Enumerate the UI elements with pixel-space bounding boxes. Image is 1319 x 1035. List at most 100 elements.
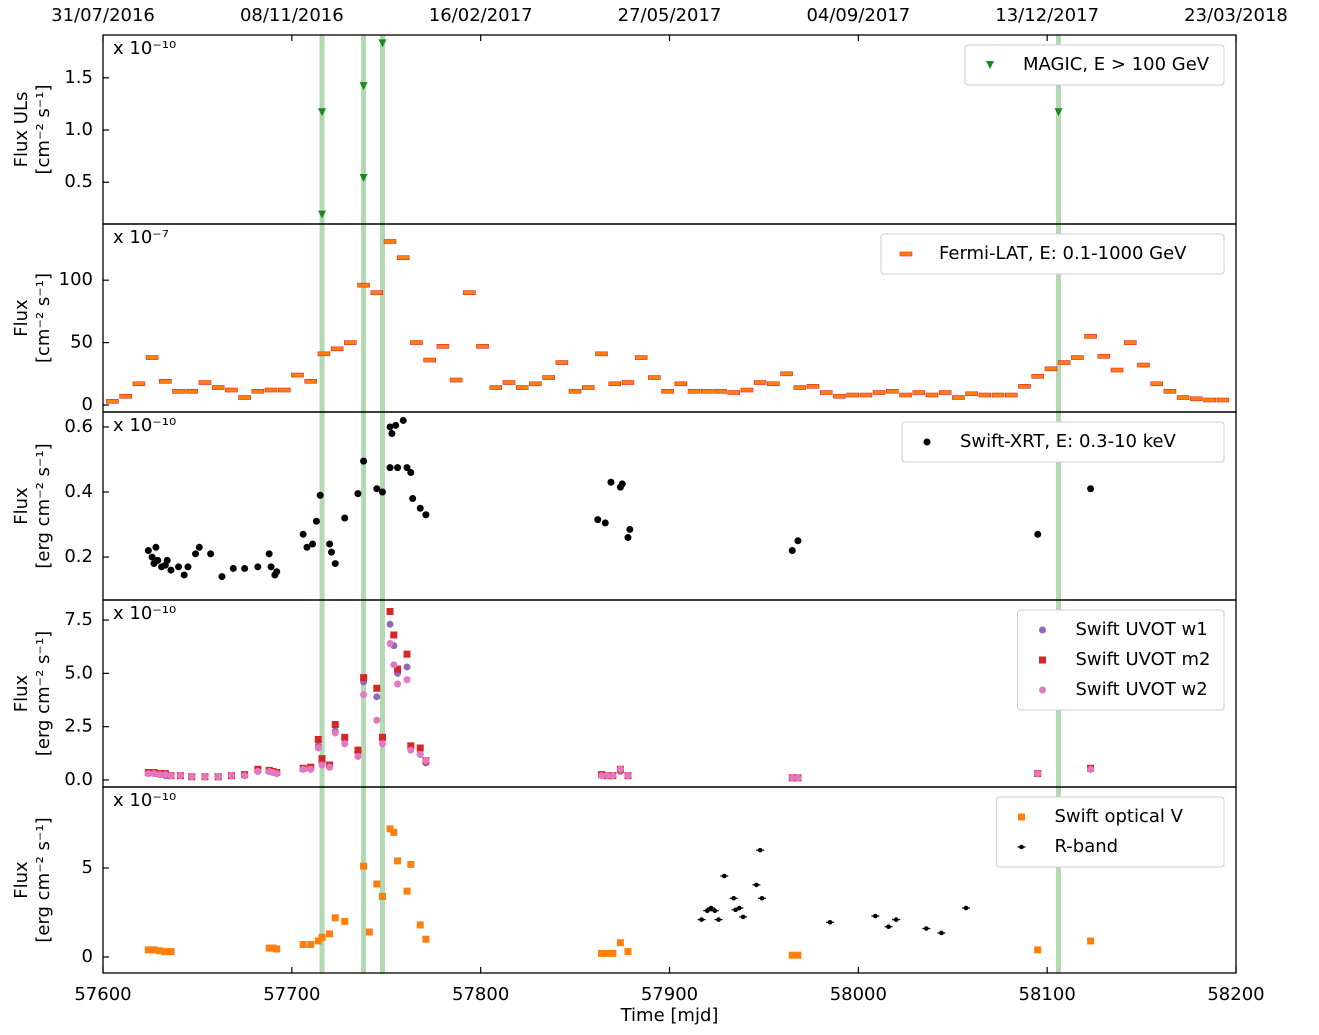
data-point xyxy=(167,566,175,574)
legend-marker xyxy=(923,438,931,446)
data-point xyxy=(833,393,846,399)
data-point xyxy=(341,514,349,522)
data-point xyxy=(616,939,624,947)
data-point xyxy=(407,746,415,754)
data-point xyxy=(161,771,169,779)
data-point xyxy=(938,390,952,395)
data-point xyxy=(309,540,317,548)
data-point xyxy=(794,537,802,545)
data-point xyxy=(314,735,322,743)
data-point xyxy=(735,905,744,911)
y-tick-label: 100 xyxy=(59,269,93,290)
data-point xyxy=(515,385,529,390)
data-point xyxy=(463,290,476,295)
data-point xyxy=(1150,381,1163,387)
data-point xyxy=(756,847,765,853)
data-point xyxy=(394,857,402,865)
data-point xyxy=(198,380,212,385)
data-point xyxy=(341,917,349,925)
y-tick-label: 5 xyxy=(82,857,93,878)
legend-label: Swift-XRT, E: 0.3-10 keV xyxy=(960,431,1177,452)
y-tick-label: 2.5 xyxy=(64,716,93,737)
data-point xyxy=(167,948,175,956)
data-point xyxy=(422,935,430,943)
data-point xyxy=(648,375,661,380)
observation-band xyxy=(361,35,367,973)
data-point xyxy=(794,951,802,959)
legend-label: Fermi-LAT, E: 0.1-1000 GeV xyxy=(939,243,1187,264)
legend-box xyxy=(1017,609,1225,711)
data-point xyxy=(1084,334,1097,339)
data-point xyxy=(826,919,835,925)
y-tick-label: 5.0 xyxy=(64,662,93,683)
data-point xyxy=(603,949,611,957)
data-point xyxy=(365,928,373,936)
legend-box xyxy=(996,796,1225,868)
data-point xyxy=(388,429,396,437)
marker-dot xyxy=(939,930,944,936)
x-tick-label: 57900 xyxy=(641,984,698,1005)
data-point xyxy=(316,491,324,499)
data-point xyxy=(753,380,767,385)
data-point xyxy=(1034,946,1042,954)
data-point xyxy=(407,860,415,868)
data-point xyxy=(327,548,335,556)
legend-marker xyxy=(899,251,913,257)
data-point xyxy=(225,387,238,393)
marker-dot xyxy=(963,905,969,911)
data-point xyxy=(416,744,424,752)
legend-marker xyxy=(1039,656,1046,664)
data-point xyxy=(710,908,719,914)
marker-dot xyxy=(699,917,704,922)
data-point xyxy=(624,948,632,956)
panel-frame xyxy=(102,786,1237,974)
data-point xyxy=(241,772,249,780)
data-point xyxy=(188,773,196,781)
data-point xyxy=(318,108,327,117)
data-point xyxy=(601,519,609,527)
y-tick-label: 0 xyxy=(82,394,93,415)
data-point xyxy=(318,933,326,941)
data-point xyxy=(568,388,582,394)
data-point xyxy=(106,398,119,404)
data-point xyxy=(265,944,273,952)
data-point xyxy=(416,921,424,929)
data-point xyxy=(727,390,741,395)
data-point xyxy=(251,388,265,394)
y-axis-label: [cm⁻² s⁻¹] xyxy=(33,273,54,363)
data-point xyxy=(409,495,417,503)
data-point xyxy=(211,385,225,390)
data-point xyxy=(1190,396,1203,402)
legend-marker xyxy=(1017,844,1026,850)
data-point xyxy=(884,924,893,930)
data-point xyxy=(392,421,400,429)
data-point xyxy=(1110,367,1124,373)
data-point xyxy=(312,517,320,525)
data-point xyxy=(307,765,315,773)
data-point xyxy=(674,381,688,387)
data-point xyxy=(132,381,146,387)
data-point xyxy=(273,568,281,576)
data-point xyxy=(703,908,712,914)
data-point xyxy=(965,391,978,397)
data-point xyxy=(331,721,339,729)
data-point xyxy=(314,744,322,752)
data-point xyxy=(899,392,912,398)
data-point xyxy=(603,772,611,780)
data-point xyxy=(277,387,291,393)
x-axis-label: Time [mjd] xyxy=(620,1005,719,1026)
data-point xyxy=(386,639,394,647)
top-x-tick-label: 04/09/2017 xyxy=(806,5,910,26)
y-tick-label: 0.4 xyxy=(64,481,93,502)
marker-dot xyxy=(1019,844,1024,850)
data-point xyxy=(925,392,939,398)
data-point xyxy=(386,608,394,616)
data-point xyxy=(872,390,886,395)
data-point xyxy=(1044,366,1058,372)
data-point xyxy=(144,770,152,778)
data-point xyxy=(1054,108,1063,117)
data-point xyxy=(218,573,226,581)
data-point xyxy=(159,378,172,384)
data-point xyxy=(1087,765,1095,773)
data-point xyxy=(354,490,362,498)
